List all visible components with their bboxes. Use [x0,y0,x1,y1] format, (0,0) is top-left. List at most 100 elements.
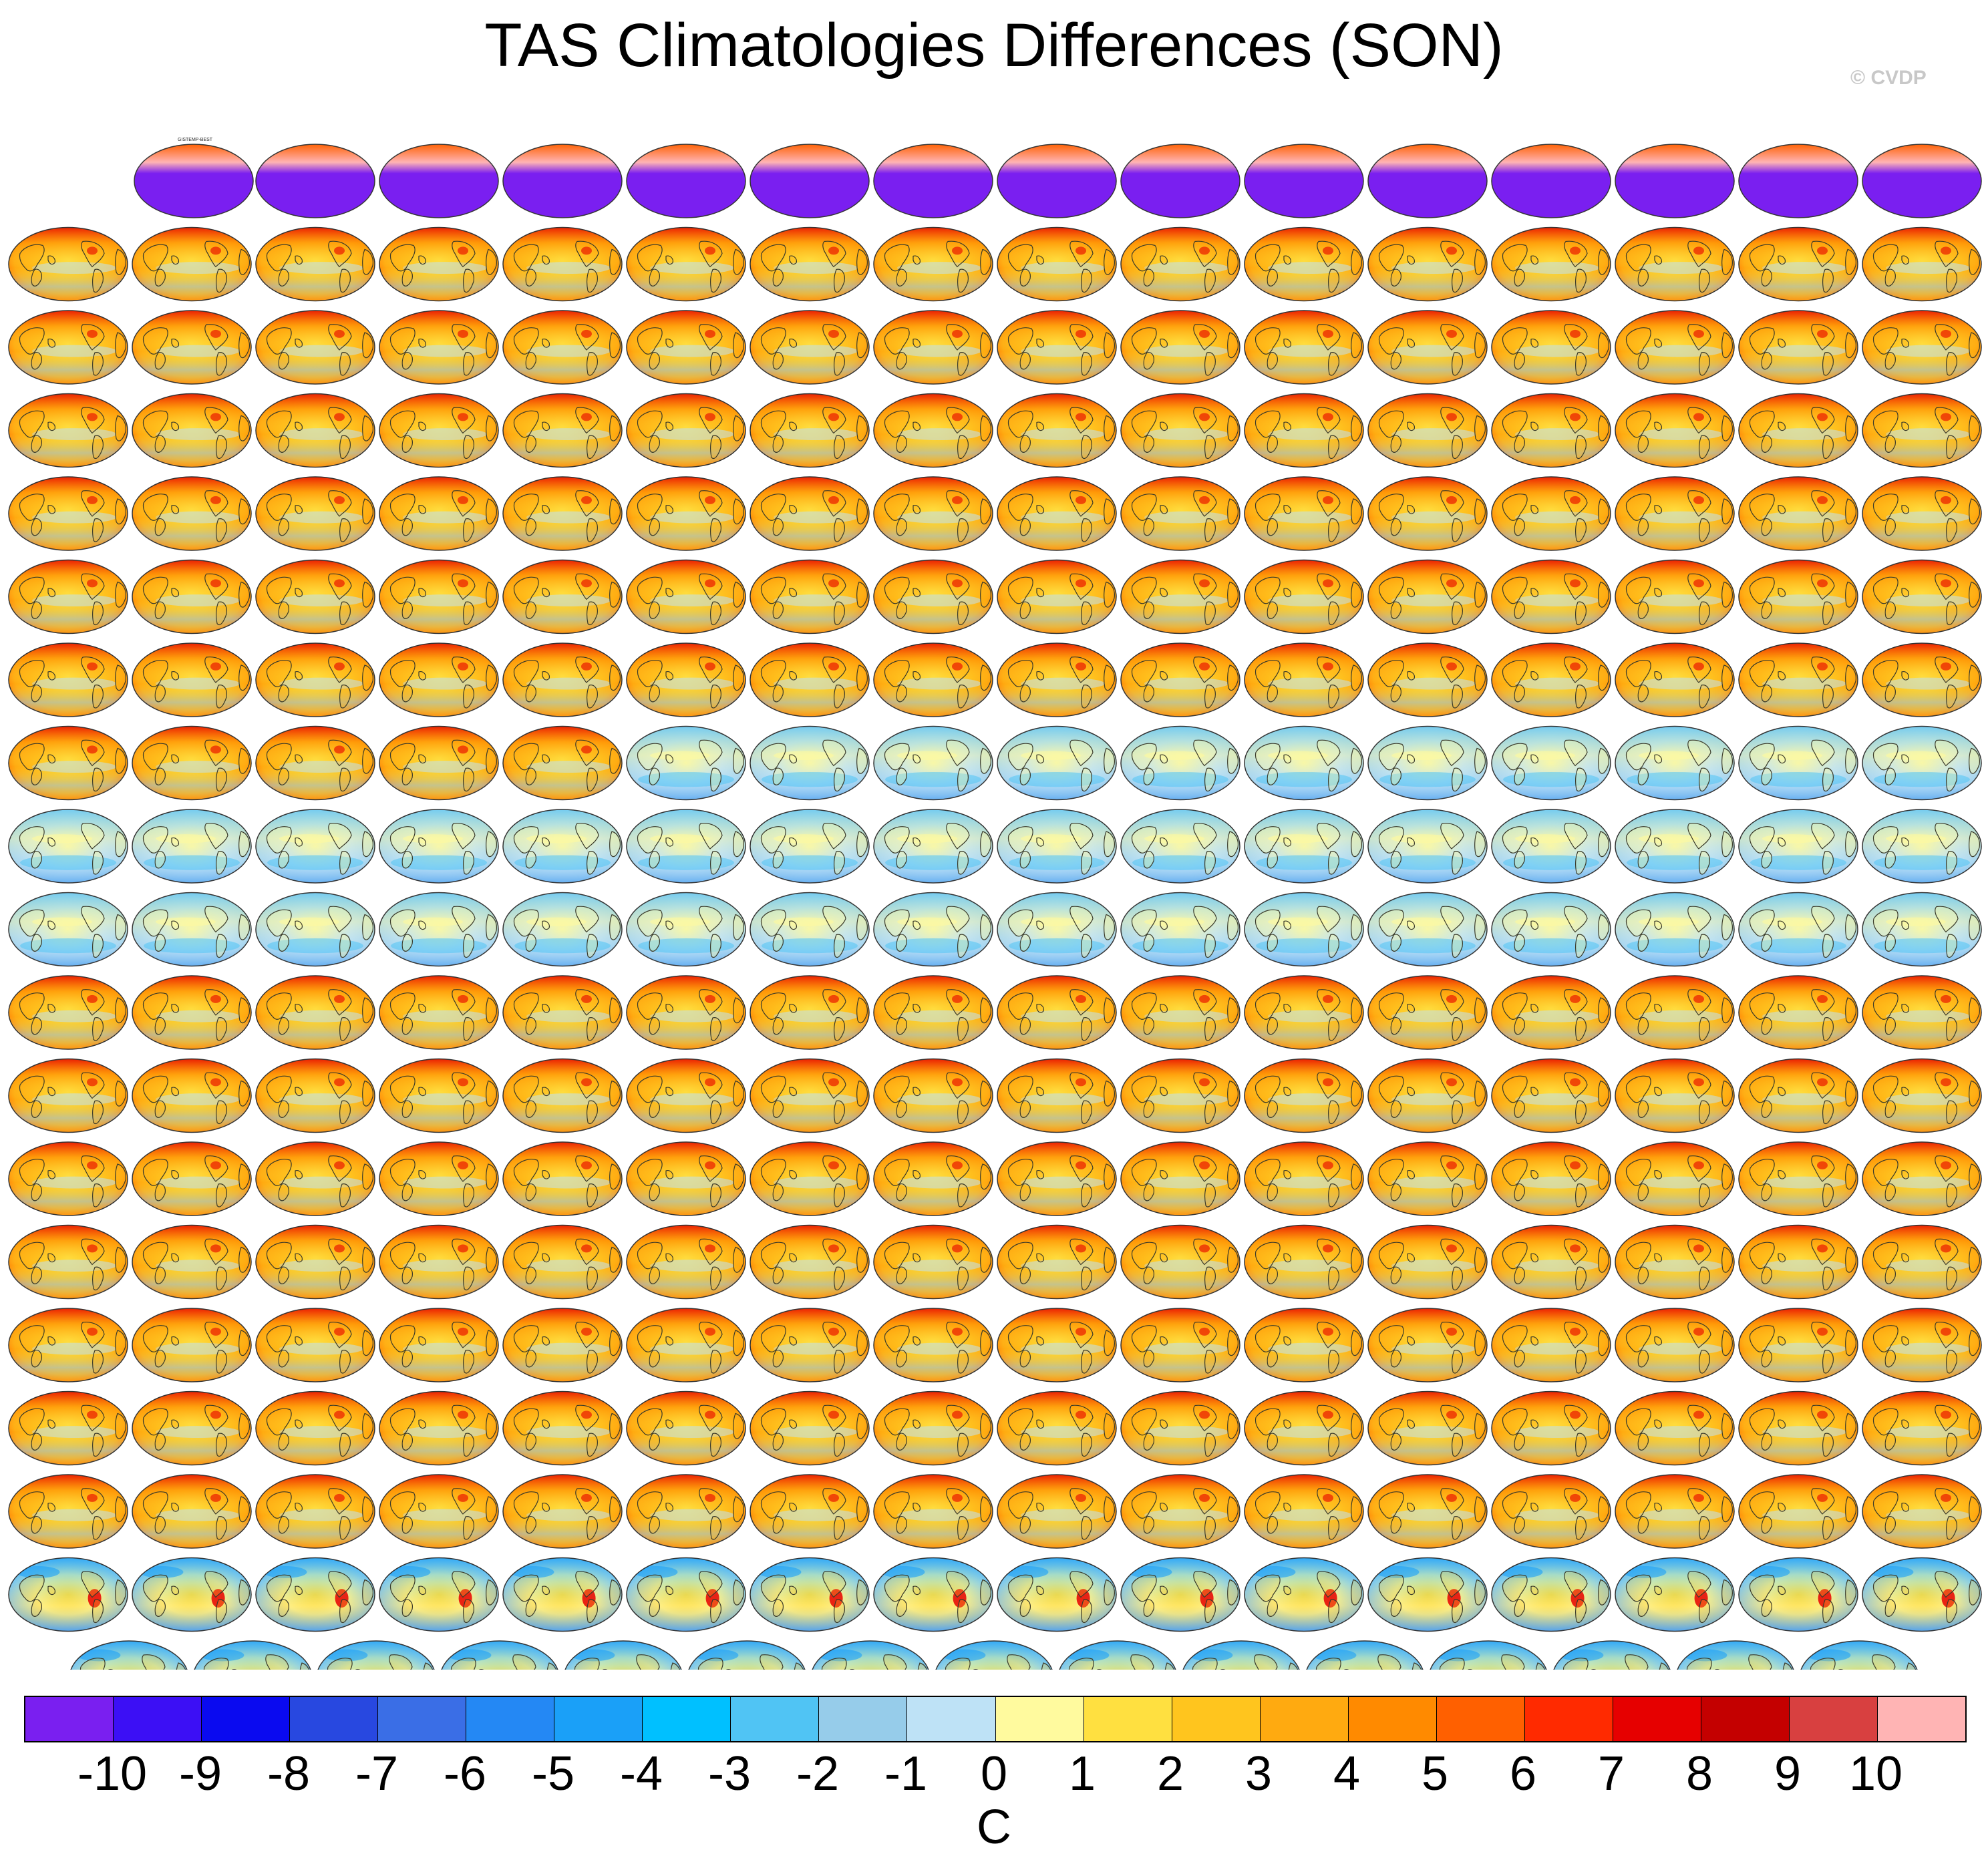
map-panel [873,226,993,302]
map-panel [1244,1058,1364,1133]
map-panel [997,476,1117,551]
map-panel [626,809,746,884]
map-panel [1120,393,1240,468]
map-panel [626,310,746,385]
map-panel [1738,1390,1858,1466]
map-panel [750,476,870,551]
map-panel [1367,1058,1488,1133]
map-panel [1367,476,1488,551]
map-panel [502,1557,623,1632]
map-panel [1738,809,1858,884]
map-panel [1615,559,1735,634]
map-panel [379,975,499,1050]
map-panel [255,144,375,218]
map-panel [1615,226,1735,302]
map-panel [502,1308,623,1382]
map-panel [255,1141,375,1216]
map-panel [132,1141,252,1216]
map-panel-grid: GISTEMP-BEST [8,138,1982,1670]
figure-title: TAS Climatologies Differences (SON) [484,11,1504,79]
map-panel [1615,1224,1735,1300]
map-panel [1367,892,1488,967]
map-panel [997,1224,1117,1300]
map-panel [1491,975,1611,1050]
map-panel [1615,892,1735,967]
map-panel [1367,725,1488,801]
map-panel [1491,1390,1611,1466]
colorbar-swatch [819,1697,908,1741]
map-panel [8,310,128,385]
map-panel [1615,1474,1735,1549]
map-panel [626,1141,746,1216]
map-panel [1615,975,1735,1050]
map-panel [1244,1308,1364,1382]
map-panel [255,725,375,801]
map-panel [132,1474,252,1549]
map-panel [1367,1474,1488,1549]
map-panel [1491,476,1611,551]
map-panel [132,1308,252,1382]
map-panel [379,809,499,884]
colorbar-swatch [1084,1697,1172,1741]
map-panel [873,1308,993,1382]
colorbar-tick-label: 6 [1509,1747,1537,1801]
map-panel [1615,1390,1735,1466]
map-panel [564,1640,683,1670]
colorbar-tick-label: -1 [884,1747,928,1801]
map-panel [379,144,499,218]
map-panel [8,892,128,967]
map-panel [255,1474,375,1549]
map-panel [379,1474,499,1549]
colorbar-swatch [290,1697,379,1741]
map-panel [1738,1557,1858,1632]
map-panel [8,1058,128,1133]
map-panel [1491,559,1611,634]
map-panel [1491,1058,1611,1133]
map-panel [1862,144,1982,218]
map-panel [132,1058,252,1133]
colorbar-swatch [466,1697,555,1741]
colorbar-swatch [1436,1697,1525,1741]
map-panel [1244,809,1364,884]
map-panel [1491,642,1611,717]
map-panel [132,1390,252,1466]
map-panel [750,559,870,634]
colorbar-swatch [995,1697,1084,1741]
map-panel [1244,559,1364,634]
map-panel [1367,975,1488,1050]
map-panel [1367,642,1488,717]
colorbar-swatch [1789,1697,1878,1741]
map-panel [750,1058,870,1133]
map-panel [1244,393,1364,468]
map-panel [1120,642,1240,717]
map-panel [997,892,1117,967]
map-panel [8,393,128,468]
map-panel [750,226,870,302]
colorbar-tick-label: 5 [1421,1747,1449,1801]
map-panel [873,809,993,884]
map-panel [750,1308,870,1382]
colorbar [24,1696,1967,1742]
colorbar-swatch [1701,1697,1790,1741]
map-panel [750,310,870,385]
map-panel [1676,1640,1795,1670]
map-panel [1491,226,1611,302]
map-panel [1862,559,1982,634]
map-panel [1120,144,1240,218]
colorbar-swatch [25,1697,114,1741]
map-panel [1862,1474,1982,1549]
map-panel [1552,1640,1671,1670]
colorbar-tick-label: 3 [1245,1747,1273,1801]
map-panel [132,1224,252,1300]
map-panel [873,975,993,1050]
map-panel [1058,1640,1177,1670]
colorbar-swatch [114,1697,202,1741]
colorbar-tick-label: -10 [77,1747,148,1801]
map-panel [1862,476,1982,551]
map-panel [997,725,1117,801]
map-panel [1120,1308,1240,1382]
colorbar-swatch [1613,1697,1701,1741]
map-panel [626,1390,746,1466]
map-panel [502,1224,623,1300]
map-panel [626,1474,746,1549]
